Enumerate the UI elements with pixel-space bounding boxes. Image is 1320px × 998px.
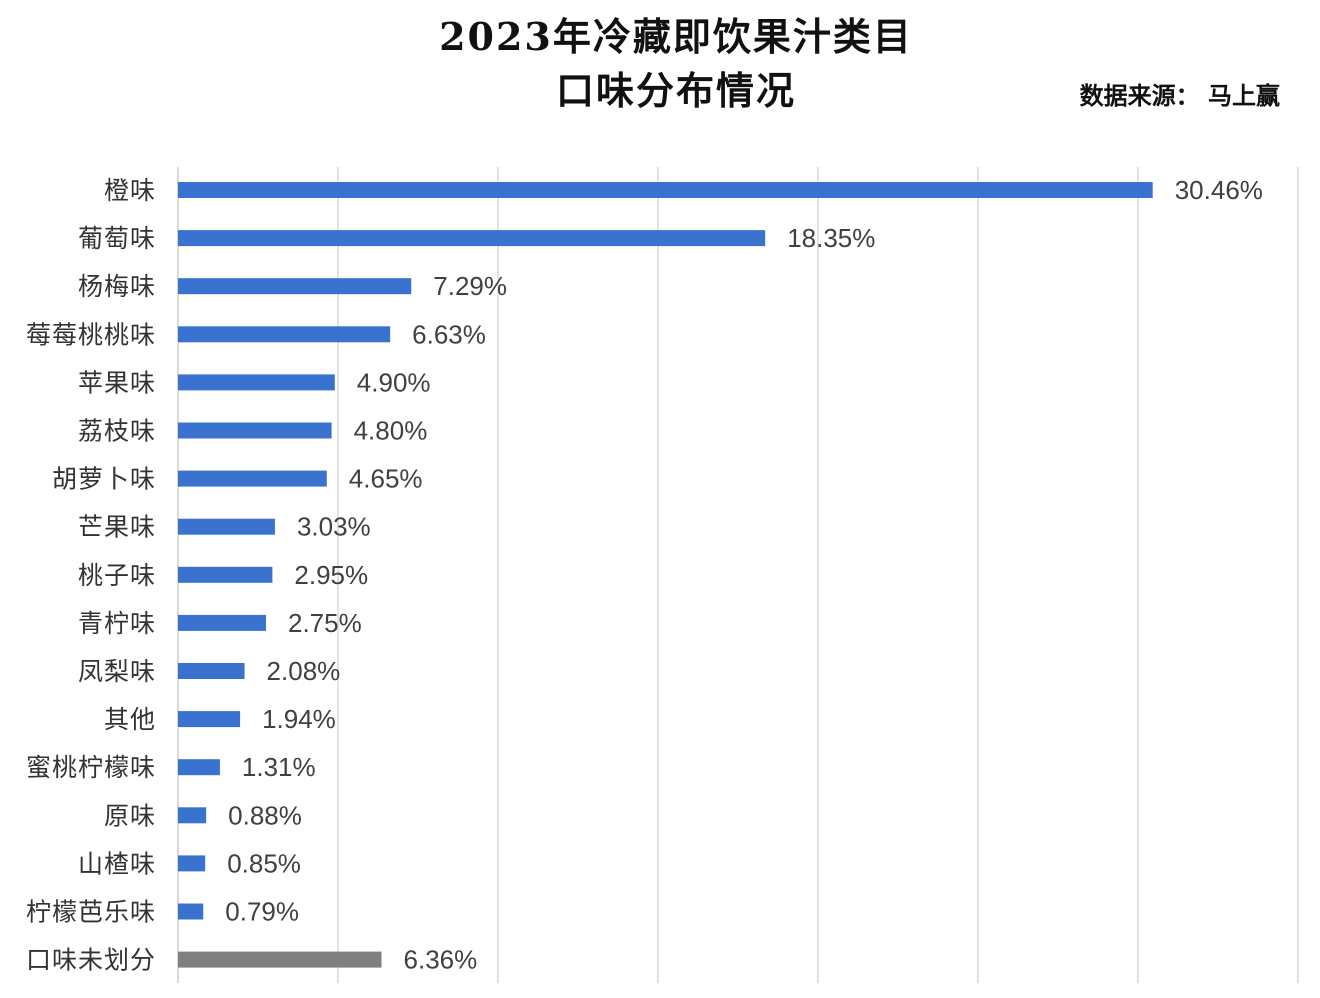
category-label: 青柠味 [78, 609, 156, 638]
bar [178, 903, 204, 920]
bar [178, 230, 766, 247]
data-label: 4.65% [349, 464, 423, 494]
bar [178, 566, 273, 583]
data-label: 6.36% [404, 945, 478, 975]
category-label: 葡萄味 [78, 224, 156, 253]
data-label: 2.95% [294, 560, 368, 590]
bar [178, 422, 332, 439]
chart-title-line2: 口味分布情况 [555, 68, 796, 113]
data-label: 7.29% [433, 271, 507, 301]
data-label: 1.94% [262, 704, 336, 734]
data-label: 4.90% [357, 367, 431, 397]
data-label: 6.63% [412, 319, 486, 349]
category-label: 杨梅味 [78, 272, 156, 301]
category-label: 芒果味 [78, 513, 156, 542]
bar [178, 470, 327, 487]
data-label: 18.35% [787, 223, 875, 253]
category-label: 胡萝卜味 [52, 465, 156, 494]
bar [178, 326, 391, 343]
gridlines [177, 167, 1299, 983]
bar [178, 518, 275, 535]
bar [178, 951, 382, 968]
category-label: 橙味 [104, 176, 156, 205]
data-label: 0.79% [225, 897, 299, 927]
category-label: 原味 [104, 801, 156, 830]
data-label: 2.75% [288, 608, 362, 638]
data-label: 1.31% [242, 752, 316, 782]
bar [178, 711, 241, 728]
bars [178, 182, 1153, 968]
bar [178, 663, 245, 679]
category-label: 其他 [104, 705, 156, 734]
category-label: 桃子味 [78, 561, 156, 590]
bar [178, 759, 220, 776]
data-label: 0.85% [227, 848, 301, 878]
category-label: 荔枝味 [78, 417, 156, 446]
category-label: 柠檬芭乐味 [26, 898, 156, 927]
category-label: 凤梨味 [78, 657, 156, 686]
data-source-note: 数据来源： 马上赢 [1079, 81, 1280, 110]
bar [178, 374, 335, 391]
data-label: 0.88% [228, 800, 302, 830]
bar [178, 278, 412, 295]
bar [178, 807, 207, 824]
category-labels: 橙味葡萄味杨梅味莓莓桃桃味苹果味荔枝味胡萝卜味芒果味桃子味青柠味凤梨味其他蜜桃柠… [26, 176, 156, 975]
bar [178, 182, 1153, 198]
data-label: 4.80% [354, 416, 428, 446]
value-labels: 30.46% 18.35% 7.29% 6.63% 4.90% 4.80% 4.65% 3.0… [225, 175, 1263, 975]
data-label: 2.08% [267, 656, 341, 686]
data-label: 30.46% [1175, 175, 1263, 205]
category-label: 蜜桃柠檬味 [26, 753, 156, 782]
category-label: 口味未划分 [26, 946, 156, 975]
category-label: 莓莓桃桃味 [26, 320, 156, 349]
bar [178, 855, 206, 872]
bar [178, 614, 266, 631]
category-label: 山楂味 [78, 849, 156, 878]
data-label: 3.03% [297, 512, 371, 542]
chart-title-line1: 2023年冷藏即饮果汁类目 [439, 14, 913, 59]
category-label: 苹果味 [78, 368, 156, 397]
